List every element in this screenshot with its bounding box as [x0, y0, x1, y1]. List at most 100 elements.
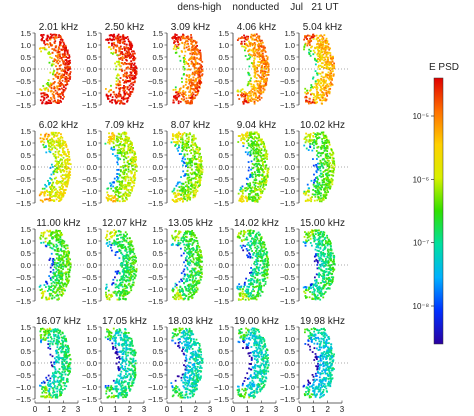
psd-map	[104, 33, 138, 105]
y-axis: 1.5 1.0 0.5 0.0 −0.5 −1.0 −1.5	[16, 127, 36, 208]
y-tick-label: 0.5	[218, 249, 229, 258]
x-tick-label: 2	[61, 405, 66, 414]
y-tick-label: 0.5	[152, 347, 163, 356]
y-tick-label: 0.0	[284, 163, 295, 172]
panel-frequency-label: 12.07 kHz	[102, 218, 147, 229]
colorbar-tick-label: 10⁻⁸	[413, 302, 430, 311]
psd-map	[170, 327, 204, 399]
y-axis: 1.5 1.0 0.5 0.0 −0.5 −1.0 −1.5	[214, 127, 234, 208]
y-tick-label: 1.5	[218, 29, 229, 38]
y-tick-label: 1.0	[284, 237, 295, 246]
y-tick-label: 1.0	[20, 237, 31, 246]
y-tick-label: 1.0	[20, 139, 31, 148]
x-tick-label: 2	[325, 405, 330, 414]
y-axis: 1.5 1.0 0.5 0.0 −0.5 −1.0 −1.5	[280, 29, 300, 110]
y-tick-label: 0.0	[218, 261, 229, 270]
y-axis: 1.5 1.0 0.5 0.0 −0.5 −1.0 −1.5	[148, 323, 168, 404]
x-tick-label: 1	[311, 405, 316, 414]
y-tick-label: −0.5	[214, 273, 229, 282]
y-tick-label: −1.5	[148, 199, 163, 208]
x-tick-label: 0	[297, 405, 302, 414]
panel-frequency-label: 14.02 kHz	[234, 218, 279, 229]
y-tick-label: −1.0	[280, 89, 295, 98]
panel: 7.09 kHz 1.5 1.0 0.5 0.0 −0.5 −1.0 −1.5	[82, 120, 150, 208]
panel: 2.50 kHz 1.5 1.0 0.5 0.0 −0.5 −1.0 −1.5	[82, 22, 150, 110]
y-axis: 1.5 1.0 0.5 0.0 −0.5 −1.0 −1.5	[82, 225, 102, 306]
y-tick-label: −1.0	[280, 285, 295, 294]
panel-frequency-label: 18.03 kHz	[168, 316, 213, 327]
y-tick-label: −1.0	[148, 89, 163, 98]
y-tick-label: −1.5	[280, 297, 295, 306]
figure-title: dens-high nonducted Jul 21 UT	[177, 2, 338, 13]
y-tick-label: −0.5	[16, 77, 31, 86]
y-tick-label: 0.0	[20, 359, 31, 368]
y-tick-label: 1.5	[86, 225, 97, 234]
psd-map	[171, 33, 204, 105]
psd-map	[104, 131, 138, 203]
y-tick-label: 1.5	[86, 29, 97, 38]
y-tick-label: −1.0	[148, 383, 163, 392]
y-tick-label: 0.5	[152, 151, 163, 160]
x-tick-label: 3	[340, 405, 345, 414]
psd-map	[39, 327, 72, 399]
panel: 19.98 kHz 1.5 1.0 0.5 0.0 −0.5 −1.0 −1.50 1 2 3	[280, 316, 348, 414]
panel: 8.07 kHz 1.5 1.0 0.5 0.0 −0.5 −1.0 −1.5	[148, 120, 216, 208]
y-tick-label: −1.0	[280, 187, 295, 196]
x-tick-label: 1	[245, 405, 250, 414]
y-tick-label: −1.5	[280, 199, 295, 208]
y-tick-label: −0.5	[280, 175, 295, 184]
y-tick-label: −0.5	[82, 371, 97, 380]
y-tick-label: −0.5	[16, 273, 31, 282]
y-tick-label: −1.5	[16, 297, 31, 306]
y-tick-label: 0.0	[86, 65, 97, 74]
y-tick-label: 1.5	[20, 323, 31, 332]
psd-map	[104, 229, 138, 301]
y-tick-label: 0.5	[284, 53, 295, 62]
y-tick-label: 1.0	[284, 335, 295, 344]
y-tick-label: −1.0	[214, 285, 229, 294]
y-tick-label: 0.0	[152, 65, 163, 74]
psd-map	[236, 229, 270, 301]
y-tick-label: −1.5	[148, 101, 163, 110]
panel-frequency-label: 16.07 kHz	[36, 316, 81, 327]
y-tick-label: −1.0	[16, 187, 31, 196]
y-tick-label: 0.0	[284, 261, 295, 270]
y-tick-label: −0.5	[214, 77, 229, 86]
y-tick-label: −1.5	[16, 101, 31, 110]
y-axis: 1.5 1.0 0.5 0.0 −0.5 −1.0 −1.5	[280, 127, 300, 208]
y-tick-label: 1.0	[218, 41, 229, 50]
psd-map	[237, 131, 270, 203]
y-axis: 1.5 1.0 0.5 0.0 −0.5 −1.0 −1.5	[148, 127, 168, 208]
y-axis: 1.5 1.0 0.5 0.0 −0.5 −1.0 −1.5	[148, 29, 168, 110]
y-tick-label: −1.5	[82, 199, 97, 208]
y-tick-label: −1.5	[214, 297, 229, 306]
y-tick-label: −1.5	[280, 101, 295, 110]
y-tick-label: −1.0	[148, 285, 163, 294]
y-tick-label: 1.0	[284, 139, 295, 148]
y-tick-label: 1.0	[20, 335, 31, 344]
y-tick-label: 0.5	[86, 53, 97, 62]
y-tick-label: −0.5	[82, 77, 97, 86]
y-tick-label: −1.5	[82, 297, 97, 306]
y-tick-label: 0.0	[284, 359, 295, 368]
y-tick-label: 0.0	[86, 163, 97, 172]
x-tick-label: 2	[259, 405, 264, 414]
y-axis: 1.5 1.0 0.5 0.0 −0.5 −1.0 −1.5	[280, 323, 300, 404]
y-tick-label: −1.5	[16, 395, 31, 404]
y-tick-label: −1.0	[16, 285, 31, 294]
y-tick-label: 1.5	[152, 323, 163, 332]
y-tick-label: −0.5	[16, 175, 31, 184]
y-tick-label: −1.0	[280, 383, 295, 392]
y-tick-label: −1.5	[148, 297, 163, 306]
y-tick-label: −1.0	[82, 89, 97, 98]
y-tick-label: 0.5	[284, 347, 295, 356]
y-tick-label: 0.0	[152, 261, 163, 270]
y-tick-label: 1.5	[218, 127, 229, 136]
y-tick-label: −1.5	[148, 395, 163, 404]
y-axis: 1.5 1.0 0.5 0.0 −0.5 −1.0 −1.5	[16, 323, 36, 404]
panel-frequency-label: 11.00 kHz	[36, 218, 80, 229]
panel: 6.02 kHz 1.5 1.0 0.5 0.0 −0.5 −1.0 −1.5	[16, 120, 84, 208]
